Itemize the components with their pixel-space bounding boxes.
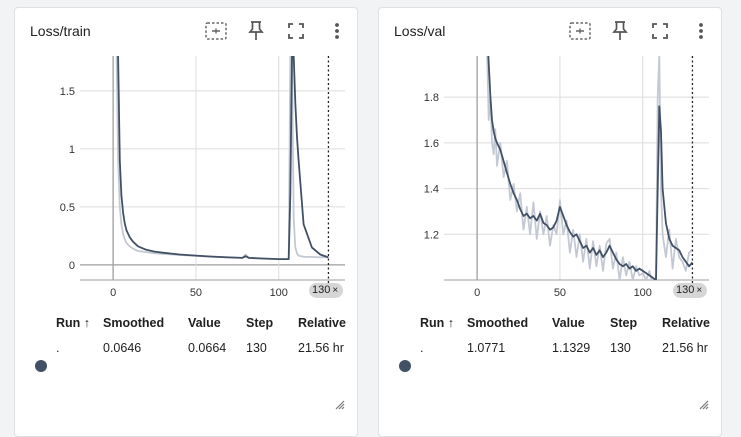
cell-smoothed: 0.0646	[103, 341, 142, 355]
col-header-run[interactable]: Run ↑	[420, 316, 455, 330]
y-tick-label: 0	[69, 260, 75, 272]
cell-relative: 21.56 hr	[662, 341, 708, 355]
cell-step: 130	[246, 341, 267, 355]
pin-icon[interactable]	[608, 19, 632, 43]
resize-handle-icon[interactable]	[697, 398, 709, 410]
col-header-smoothed[interactable]: Smoothed	[467, 316, 529, 330]
smoothed-series-line	[117, 56, 329, 261]
x-tick-label: 0	[110, 287, 116, 299]
x-tick-label: 100	[634, 287, 652, 299]
fit-domain-icon[interactable]	[204, 19, 228, 43]
raw-series-line	[486, 56, 694, 280]
y-tick-label: 1.4	[424, 184, 439, 196]
run-color-dot	[399, 360, 411, 372]
raw-series-line	[115, 56, 329, 261]
pin-icon[interactable]	[244, 19, 268, 43]
cell-smoothed: 1.0771	[467, 341, 506, 355]
fit-domain-icon[interactable]	[568, 19, 592, 43]
cell-run: .	[56, 341, 60, 355]
x-tick-label: 50	[190, 287, 202, 299]
step-chip-value: 130	[676, 284, 695, 296]
col-header-value[interactable]: Value	[552, 316, 585, 330]
col-header-step[interactable]: Step	[610, 316, 638, 330]
y-tick-label: 1.5	[60, 86, 75, 98]
cell-run: .	[420, 341, 424, 355]
y-tick-label: 1.8	[424, 92, 439, 104]
sort-arrow-icon: ↑	[83, 316, 91, 330]
x-tick-label: 50	[554, 287, 566, 299]
col-header-value[interactable]: Value	[188, 316, 221, 330]
step-chip-value: 130	[312, 284, 331, 296]
scalar-card-loss-train: Loss/train 0 0.5 1 1.5 0 50 100 130 × Run ↑ Smo…	[14, 7, 358, 437]
card-title: Loss/train	[30, 23, 91, 39]
fullscreen-icon[interactable]	[284, 19, 308, 43]
cell-relative: 21.56 hr	[298, 341, 344, 355]
y-tick-label: 1	[69, 144, 75, 156]
col-header-step[interactable]: Step	[246, 316, 274, 330]
scalar-card-loss-val: Loss/val 1.2 1.4 1.6 1.8 0 50 100 130 × Run ↑ S…	[378, 7, 722, 437]
fullscreen-icon[interactable]	[648, 19, 672, 43]
close-icon[interactable]: ×	[332, 285, 339, 296]
y-tick-label: 0.5	[60, 202, 75, 214]
loss-train-chart[interactable]: 0 0.5 1 1.5 0 50 100	[15, 8, 359, 308]
col-header-run[interactable]: Run ↑	[56, 316, 91, 330]
more-vert-icon[interactable]	[325, 19, 349, 43]
cell-value: 1.1329	[552, 341, 591, 355]
y-tick-label: 1.6	[424, 138, 439, 150]
cell-step: 130	[610, 341, 631, 355]
x-tick-label: 0	[474, 287, 480, 299]
loss-val-chart[interactable]: 1.2 1.4 1.6 1.8 0 50 100	[379, 8, 723, 308]
close-icon[interactable]: ×	[696, 285, 703, 296]
run-color-dot	[35, 360, 47, 372]
col-header-smoothed[interactable]: Smoothed	[103, 316, 165, 330]
x-tick-label: 100	[270, 287, 288, 299]
more-vert-icon[interactable]	[689, 19, 713, 43]
card-title: Loss/val	[394, 23, 446, 39]
step-cursor-chip[interactable]: 130 ×	[309, 283, 343, 298]
col-header-relative[interactable]: Relative	[298, 316, 346, 330]
sort-arrow-icon: ↑	[447, 316, 455, 330]
y-tick-label: 1.2	[424, 229, 439, 241]
smoothed-series-line	[487, 56, 694, 280]
cell-value: 0.0664	[188, 341, 227, 355]
resize-handle-icon[interactable]	[333, 398, 345, 410]
step-cursor-chip[interactable]: 130 ×	[673, 283, 707, 298]
col-header-relative[interactable]: Relative	[662, 316, 710, 330]
